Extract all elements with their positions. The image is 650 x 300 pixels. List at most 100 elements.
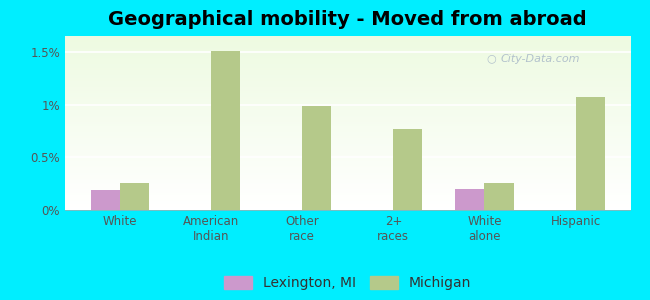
Bar	[65, 148, 630, 150]
Bar	[65, 158, 630, 159]
Bar	[65, 44, 630, 45]
Bar	[65, 147, 630, 148]
Bar	[65, 80, 630, 81]
Bar	[65, 134, 630, 135]
Bar	[65, 78, 630, 79]
Bar	[65, 75, 630, 76]
Bar	[65, 93, 630, 94]
Bar	[65, 136, 630, 137]
Bar	[65, 132, 630, 134]
Bar	[65, 186, 630, 187]
Bar	[65, 164, 630, 165]
Bar	[65, 36, 630, 37]
Bar	[65, 138, 630, 139]
Bar	[91, 190, 120, 210]
Bar	[65, 99, 630, 100]
Bar	[65, 87, 630, 88]
Bar	[65, 104, 630, 106]
Bar	[65, 191, 630, 193]
Bar	[65, 67, 630, 68]
Bar	[65, 85, 630, 86]
Bar	[65, 71, 630, 72]
Bar	[65, 42, 630, 43]
Bar	[65, 117, 630, 119]
Text: City-Data.com: City-Data.com	[500, 54, 580, 64]
Bar	[65, 165, 630, 166]
Bar	[65, 150, 630, 151]
Bar	[65, 160, 630, 161]
Bar	[65, 72, 630, 73]
Bar	[65, 143, 630, 144]
Bar	[65, 38, 630, 40]
Bar	[65, 82, 630, 84]
Bar	[65, 122, 630, 123]
Bar	[65, 48, 630, 49]
Bar	[65, 98, 630, 99]
Bar	[65, 61, 630, 63]
Bar	[65, 179, 630, 180]
Bar	[65, 152, 630, 153]
Bar	[65, 124, 630, 125]
Bar	[65, 81, 630, 83]
Bar	[65, 127, 630, 128]
Bar	[65, 58, 630, 59]
Bar	[65, 91, 630, 92]
Bar	[65, 153, 630, 154]
Bar	[65, 202, 630, 203]
Bar	[65, 119, 630, 121]
Bar	[65, 129, 630, 130]
Bar	[65, 208, 630, 209]
Bar	[65, 181, 630, 182]
Bar	[65, 203, 630, 204]
Bar	[65, 140, 630, 142]
Bar	[65, 84, 630, 85]
Bar	[65, 103, 630, 104]
Bar	[65, 201, 630, 202]
Bar	[65, 88, 630, 89]
Bar	[65, 46, 630, 48]
Bar	[65, 116, 630, 117]
Bar	[65, 154, 630, 155]
Bar	[65, 59, 630, 60]
Bar	[65, 137, 630, 138]
Bar	[65, 180, 630, 181]
Bar	[65, 66, 630, 67]
Bar	[65, 193, 630, 194]
Bar	[65, 168, 630, 169]
Bar	[65, 121, 630, 122]
Bar	[65, 106, 630, 107]
Bar	[65, 135, 630, 136]
Bar	[65, 197, 630, 198]
Bar	[65, 196, 630, 197]
Bar	[65, 70, 630, 71]
Bar	[65, 60, 630, 62]
Bar	[65, 118, 630, 119]
Bar	[302, 106, 332, 210]
Bar	[65, 111, 630, 112]
Bar	[65, 114, 630, 115]
Bar	[65, 64, 630, 65]
Bar	[65, 86, 630, 87]
Bar	[65, 139, 630, 140]
Bar	[65, 195, 630, 196]
Bar	[65, 162, 630, 164]
Bar	[65, 50, 630, 51]
Bar	[65, 52, 630, 53]
Legend: Lexington, MI, Michigan: Lexington, MI, Michigan	[224, 276, 471, 290]
Bar	[65, 128, 630, 129]
Bar	[65, 167, 630, 168]
Bar	[65, 204, 630, 206]
Bar	[65, 107, 630, 108]
Bar	[393, 129, 422, 210]
Bar	[65, 125, 630, 127]
Bar	[65, 178, 630, 179]
Bar	[65, 145, 630, 146]
Bar	[65, 100, 630, 101]
Bar	[65, 176, 630, 178]
Bar	[65, 108, 630, 109]
Title: Geographical mobility - Moved from abroad: Geographical mobility - Moved from abroa…	[109, 10, 587, 29]
Text: ○: ○	[486, 54, 496, 64]
Bar	[65, 206, 630, 208]
Bar	[65, 94, 630, 95]
Bar	[65, 172, 630, 173]
